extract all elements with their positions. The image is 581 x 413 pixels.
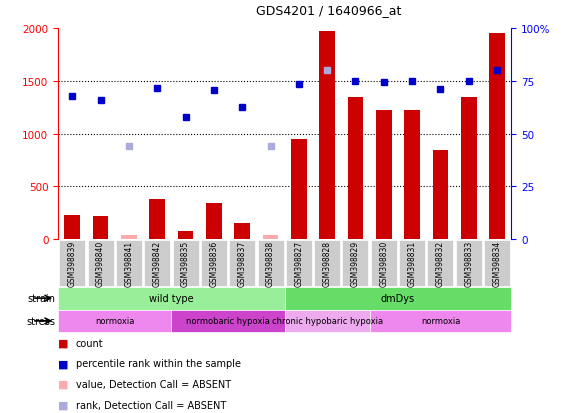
- Text: GSM398832: GSM398832: [436, 240, 445, 286]
- Text: strain: strain: [27, 293, 55, 304]
- Text: GSM398835: GSM398835: [181, 240, 190, 286]
- Bar: [234, 223, 250, 240]
- Text: GSM398842: GSM398842: [153, 240, 162, 286]
- Text: count: count: [76, 338, 103, 348]
- Text: wild type: wild type: [149, 293, 193, 304]
- Text: GSM398839: GSM398839: [68, 240, 77, 286]
- Bar: [320, 31, 335, 240]
- Bar: [404, 111, 420, 240]
- Text: ■: ■: [58, 358, 69, 368]
- Text: GSM398831: GSM398831: [408, 240, 417, 286]
- Text: GSM398829: GSM398829: [351, 240, 360, 286]
- Text: dmDys: dmDys: [381, 293, 415, 304]
- Text: GSM398827: GSM398827: [295, 240, 303, 286]
- Text: ■: ■: [58, 338, 69, 348]
- Text: GSM398834: GSM398834: [493, 240, 501, 286]
- Bar: [206, 204, 222, 240]
- Bar: [376, 111, 392, 240]
- Text: GSM398830: GSM398830: [379, 240, 388, 286]
- Text: chronic hypobaric hypoxia: chronic hypobaric hypoxia: [271, 317, 383, 325]
- Text: GSM398838: GSM398838: [266, 240, 275, 286]
- Bar: [347, 97, 363, 240]
- Bar: [178, 232, 193, 240]
- Bar: [489, 34, 505, 240]
- Bar: [263, 235, 278, 240]
- Text: GSM398833: GSM398833: [464, 240, 474, 286]
- Text: GSM398841: GSM398841: [124, 240, 134, 286]
- Text: GSM398837: GSM398837: [238, 240, 247, 286]
- Text: normoxia: normoxia: [95, 317, 134, 325]
- Bar: [149, 199, 165, 240]
- Bar: [433, 151, 449, 240]
- Text: GDS4201 / 1640966_at: GDS4201 / 1640966_at: [256, 4, 401, 17]
- Text: GSM398828: GSM398828: [322, 240, 332, 286]
- Text: percentile rank within the sample: percentile rank within the sample: [76, 358, 241, 368]
- Text: normoxia: normoxia: [421, 317, 460, 325]
- Text: GSM398840: GSM398840: [96, 240, 105, 286]
- Text: value, Detection Call = ABSENT: value, Detection Call = ABSENT: [76, 379, 231, 389]
- Text: GSM398836: GSM398836: [209, 240, 218, 286]
- Text: ■: ■: [58, 400, 69, 410]
- Text: stress: stress: [26, 316, 55, 326]
- Bar: [93, 216, 109, 240]
- Text: ■: ■: [58, 379, 69, 389]
- Bar: [461, 97, 476, 240]
- Bar: [291, 140, 307, 240]
- Text: rank, Detection Call = ABSENT: rank, Detection Call = ABSENT: [76, 400, 226, 410]
- Bar: [121, 235, 137, 240]
- Text: normobaric hypoxia: normobaric hypoxia: [186, 317, 270, 325]
- Bar: [64, 215, 80, 240]
